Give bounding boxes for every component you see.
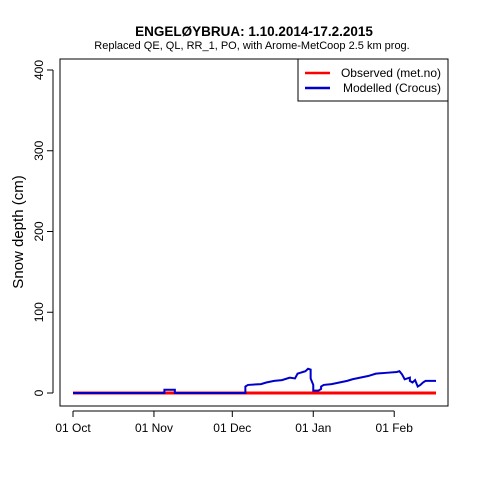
legend: Observed (met.no) Modelled (Crocus) xyxy=(297,58,449,102)
x-tick-label: 01 Jan xyxy=(295,421,331,435)
legend-label-observed: Observed (met.no) xyxy=(341,66,441,80)
y-tick-label: 0 xyxy=(32,389,46,396)
y-tick-label: 400 xyxy=(32,60,46,80)
x-tick-label: 01 Oct xyxy=(55,421,91,435)
plot-frame xyxy=(59,58,449,407)
y-axis-label: Snow depth (cm) xyxy=(10,175,27,288)
x-tick-label: 01 Dec xyxy=(213,421,251,435)
legend-box xyxy=(297,58,449,102)
y-axis: 0 100 200 300 400 xyxy=(32,60,54,396)
x-tick-label: 01 Nov xyxy=(135,421,173,435)
chart-title: ENGELØYBRUA: 1.10.2014-17.2.2015 xyxy=(135,24,373,39)
chart-subtitle: Replaced QE, QL, RR_1, PO, with Arome-Me… xyxy=(94,40,409,52)
x-axis: 01 Oct 01 Nov 01 Dec 01 Jan 01 Feb xyxy=(55,410,414,435)
series-layer xyxy=(73,367,436,395)
modelled-series-line xyxy=(73,367,436,394)
y-tick-label: 300 xyxy=(32,140,46,160)
y-tick-label: 200 xyxy=(32,221,46,241)
legend-label-modelled: Modelled (Crocus) xyxy=(343,81,441,95)
x-tick-label: 01 Feb xyxy=(376,421,414,435)
y-tick-label: 100 xyxy=(32,302,46,322)
